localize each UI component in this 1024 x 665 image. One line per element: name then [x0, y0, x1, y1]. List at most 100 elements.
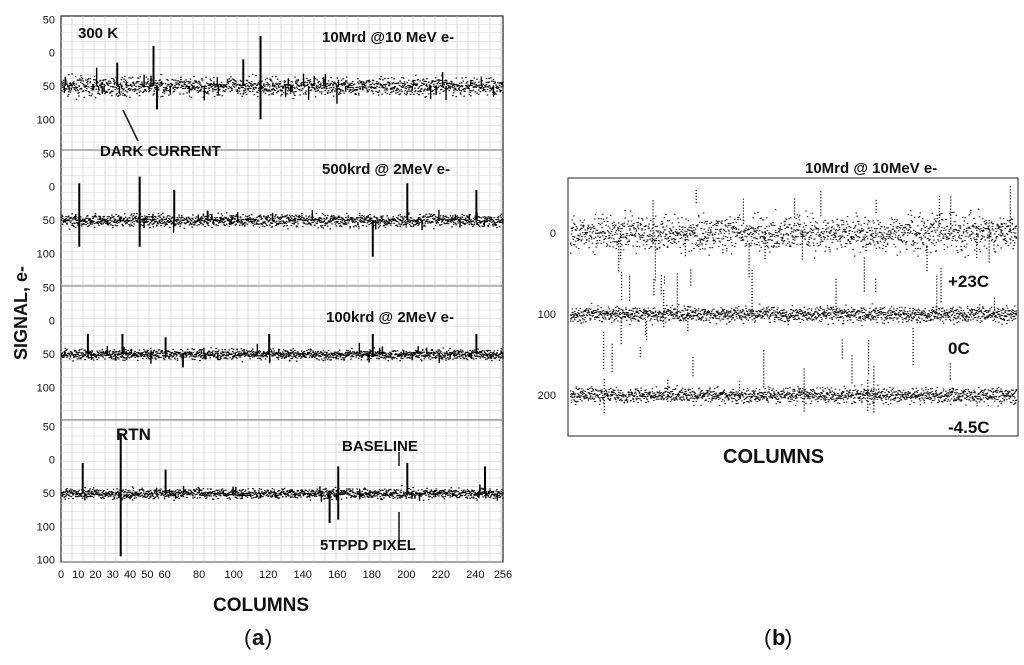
data-point	[96, 350, 98, 352]
data-point	[115, 76, 117, 78]
data-point	[263, 85, 266, 87]
data-point	[247, 217, 250, 219]
data-point	[220, 81, 223, 83]
data-point	[106, 91, 109, 93]
data-point	[351, 221, 354, 223]
data-point	[468, 88, 471, 90]
data-point	[357, 225, 360, 228]
data-spike	[445, 86, 447, 101]
data-point	[324, 93, 326, 95]
data-point	[338, 223, 340, 225]
data-point	[286, 93, 288, 95]
data-point	[199, 90, 202, 92]
data-point	[375, 352, 377, 354]
data-point	[95, 216, 98, 218]
data-point	[277, 90, 280, 92]
data-point	[239, 356, 242, 358]
data-point	[345, 223, 347, 225]
data-point	[83, 353, 86, 356]
data-point	[471, 357, 474, 359]
data-point	[270, 226, 273, 228]
data-point	[284, 349, 287, 352]
data-spike	[278, 348, 280, 354]
data-point	[479, 353, 482, 355]
data-point	[330, 77, 332, 79]
data-point	[262, 356, 264, 358]
data-point	[183, 352, 186, 354]
data-point	[174, 352, 177, 354]
data-point	[174, 79, 177, 81]
data-point	[470, 221, 472, 223]
data-point	[65, 490, 67, 492]
data-point	[382, 215, 384, 217]
data-point	[120, 79, 123, 81]
data-point	[310, 224, 313, 226]
data-point	[189, 219, 192, 221]
data-point	[210, 354, 212, 356]
data-point	[229, 215, 231, 217]
data-point	[481, 221, 484, 223]
data-point	[189, 81, 192, 83]
data-point	[409, 225, 412, 227]
data-point	[400, 224, 402, 226]
data-point	[337, 358, 339, 360]
data-point	[231, 84, 234, 86]
data-point	[289, 216, 292, 218]
data-point	[373, 215, 376, 217]
data-point	[378, 78, 381, 80]
data-point	[357, 78, 359, 80]
data-point	[61, 495, 64, 497]
data-point	[193, 224, 196, 226]
data-point	[323, 217, 326, 219]
data-point	[321, 87, 324, 89]
data-point	[170, 223, 173, 225]
data-point	[373, 355, 376, 357]
data-point	[282, 215, 284, 217]
data-point	[82, 219, 85, 221]
data-point	[295, 83, 298, 85]
data-point	[376, 357, 378, 359]
data-point	[327, 90, 330, 92]
data-point	[149, 358, 151, 360]
data-point	[447, 220, 450, 222]
data-point	[208, 83, 211, 85]
data-point	[321, 353, 324, 355]
data-point	[324, 354, 326, 357]
data-point	[95, 222, 98, 224]
data-point	[206, 91, 209, 93]
data-point	[346, 88, 349, 91]
data-point	[172, 356, 174, 358]
data-point	[124, 349, 127, 351]
data-point	[137, 86, 140, 88]
data-point	[112, 216, 115, 218]
data-point	[357, 224, 359, 226]
data-point	[439, 92, 441, 94]
data-point	[371, 79, 374, 81]
data-point	[234, 218, 237, 220]
data-point	[314, 78, 317, 80]
data-point	[230, 353, 232, 355]
data-point	[299, 354, 301, 356]
data-point	[302, 220, 305, 222]
data-point	[83, 84, 86, 86]
data-point	[193, 356, 196, 358]
data-point	[206, 353, 208, 355]
data-point	[369, 86, 371, 88]
data-point	[490, 217, 493, 219]
data-point	[264, 355, 267, 357]
data-point	[481, 80, 484, 82]
data-point	[140, 86, 143, 88]
data-point	[329, 228, 332, 230]
data-point	[101, 220, 104, 222]
data-point	[102, 88, 105, 90]
data-point	[401, 90, 403, 93]
data-point	[428, 216, 431, 218]
data-point	[78, 95, 80, 97]
data-point	[162, 352, 164, 354]
data-point	[374, 353, 376, 355]
data-point	[295, 353, 298, 355]
data-point	[427, 353, 430, 355]
data-point	[197, 355, 199, 357]
data-point	[317, 89, 319, 91]
data-point	[102, 79, 105, 81]
